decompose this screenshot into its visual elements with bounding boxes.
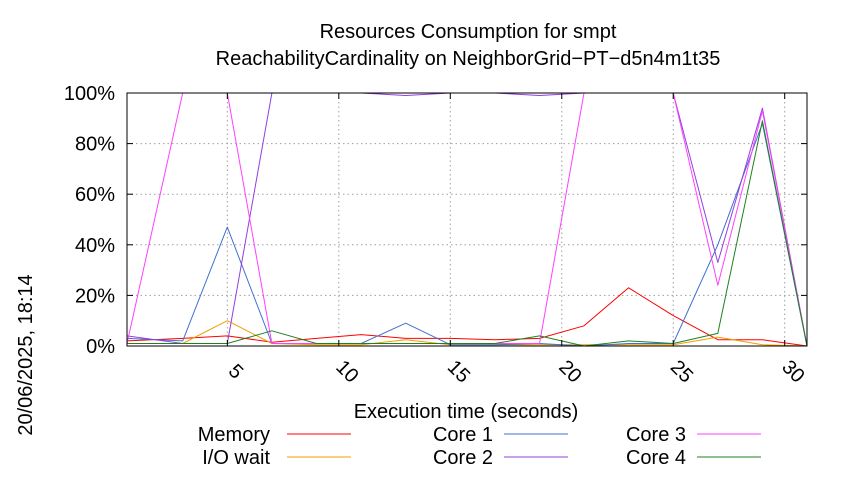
x-axis-label: Execution time (seconds): [354, 401, 579, 423]
legend-label-core-4: Core 4: [626, 447, 686, 469]
side-timestamp: 20/06/2025, 18:14: [15, 274, 37, 435]
grid: [127, 93, 807, 346]
x-tick-label: 5: [224, 360, 247, 383]
chart-subtitle: ReachabilityCardinality on NeighborGrid−…: [216, 48, 721, 70]
y-tick-label: 20%: [75, 285, 115, 307]
plot-frame: [126, 92, 808, 347]
y-tick-label: 60%: [75, 184, 115, 206]
ticks: 0% 20% 40% 60% 80% 100% 5 10 15 20 25 30: [64, 83, 809, 387]
y-tick-label: 0%: [86, 336, 115, 358]
x-tick-label: 10: [331, 356, 362, 387]
legend-label-memory: Memory: [198, 424, 270, 446]
x-tick-label: 15: [443, 356, 474, 387]
chart-title: Resources Consumption for smpt: [320, 21, 617, 43]
y-tick-label: 80%: [75, 134, 115, 156]
legend-label-i-o-wait: I/O wait: [202, 447, 270, 469]
series-line-core-4: [127, 120, 808, 347]
y-tick-label: 40%: [75, 235, 115, 257]
series-lines: [126, 92, 808, 347]
legend-label-core-1: Core 1: [433, 424, 493, 446]
x-tick-label: 25: [666, 356, 697, 387]
x-tick-label: 20: [554, 356, 585, 387]
series-line-core-2: [126, 92, 808, 347]
legend-label-core-2: Core 2: [433, 447, 493, 469]
series-line-core-3: [126, 92, 808, 347]
series-line-core-1: [126, 122, 808, 347]
y-tick-label: 100%: [64, 83, 115, 105]
legend-label-core-3: Core 3: [626, 424, 686, 446]
series-line-memory: [126, 287, 808, 347]
x-tick-label: 30: [777, 356, 808, 387]
